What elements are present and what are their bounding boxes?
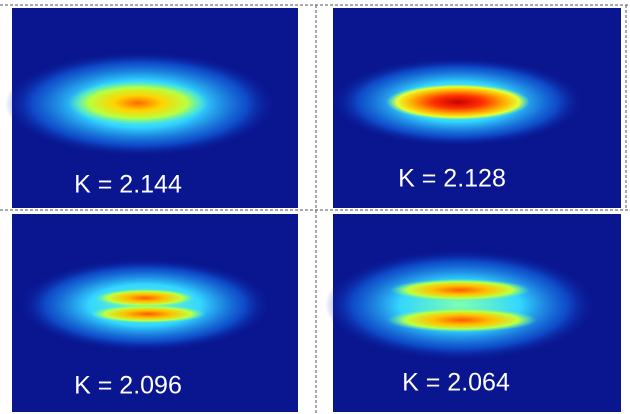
beam-lobe (390, 279, 530, 301)
beam-glow (325, 250, 595, 360)
panel-label: K = 2.096 (74, 372, 182, 400)
figure: K = 2.144 K = 2.128 K = 2.096 K = 2.064 (0, 0, 630, 414)
beam-lobe (387, 308, 537, 332)
beam-core (68, 81, 208, 125)
panel-label: K = 2.064 (402, 369, 510, 397)
panel-label: K = 2.144 (74, 171, 182, 199)
beam-lobe (90, 305, 206, 323)
beam-core (386, 84, 530, 120)
beam-lobe (95, 289, 195, 307)
panel-label: K = 2.128 (398, 165, 506, 193)
